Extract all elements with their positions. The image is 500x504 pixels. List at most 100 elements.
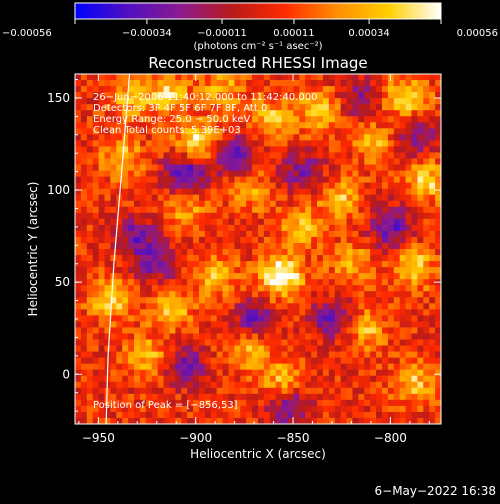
- heatmap-cell: [317, 249, 324, 256]
- heatmap-cell: [128, 285, 135, 292]
- heatmap-cell: [128, 152, 135, 159]
- heatmap-cell: [269, 158, 277, 165]
- heatmap-cell: [222, 146, 229, 153]
- heatmap-cell: [405, 279, 412, 286]
- heatmap-cell: [240, 285, 247, 292]
- heatmap-cell: [293, 200, 300, 208]
- heatmap-cell: [116, 74, 123, 81]
- heatmap-cell: [376, 206, 383, 214]
- heatmap-cell: [263, 393, 271, 401]
- heatmap-cell: [116, 98, 123, 105]
- heatmap-cell: [86, 279, 94, 286]
- heatmap-cell: [187, 255, 194, 262]
- heatmap-cell: [175, 80, 182, 87]
- heatmap-cell: [187, 333, 194, 340]
- heatmap-cell: [405, 170, 412, 177]
- heatmap-cell: [86, 291, 94, 298]
- heatmap-cell: [293, 128, 300, 135]
- heatmap-cell: [175, 315, 182, 322]
- heatmap-cell: [417, 399, 424, 407]
- heatmap-cell: [222, 285, 229, 292]
- heatmap-cell: [328, 363, 336, 371]
- heatmap-cell: [346, 140, 353, 147]
- heatmap-cell: [104, 104, 111, 111]
- heatmap-cell: [352, 357, 359, 365]
- heatmap-cell: [210, 309, 218, 316]
- heatmap-cell: [210, 405, 218, 413]
- heatmap-cell: [376, 194, 383, 202]
- heatmap-cell: [240, 158, 247, 165]
- heatmap-cell: [275, 146, 283, 153]
- heatmap-cell: [311, 315, 318, 322]
- heatmap-cell: [399, 152, 406, 159]
- heatmap-cell: [75, 285, 82, 292]
- heatmap-cell: [435, 303, 441, 310]
- heatmap-cell: [193, 128, 200, 135]
- heatmap-cell: [169, 176, 176, 184]
- heatmap-cell: [299, 273, 306, 280]
- heatmap-cell: [204, 206, 212, 214]
- heatmap-cell: [399, 351, 406, 359]
- heatmap-cell: [110, 140, 117, 147]
- heatmap-cell: [364, 188, 371, 196]
- heatmap-cell: [364, 182, 371, 190]
- heatmap-cell: [228, 242, 235, 250]
- heatmap-cell: [198, 74, 206, 81]
- heatmap-cell: [334, 345, 342, 352]
- heatmap-cell: [317, 261, 324, 268]
- heatmap-cell: [399, 255, 406, 262]
- heatmap-cell: [269, 194, 277, 202]
- heatmap-cell: [346, 387, 353, 395]
- heatmap-cell: [86, 375, 94, 383]
- heatmap-cell: [163, 381, 170, 389]
- heatmap-cell: [423, 411, 430, 419]
- heatmap-cell: [405, 405, 412, 413]
- heatmap-cell: [352, 86, 359, 93]
- heatmap-cell: [364, 375, 371, 383]
- heatmap-cell: [299, 291, 306, 298]
- heatmap-cell: [376, 411, 383, 419]
- heatmap-cell: [246, 98, 253, 105]
- heatmap-cell: [346, 230, 353, 238]
- heatmap-cell: [417, 381, 424, 389]
- heatmap-cell: [399, 170, 406, 177]
- heatmap-cell: [169, 411, 176, 419]
- heatmap-cell: [334, 194, 342, 202]
- info-line-counts: Clean Total counts: 5.39E+03: [93, 125, 241, 136]
- heatmap-cell: [352, 158, 359, 165]
- heatmap-cell: [376, 267, 383, 274]
- heatmap-cell: [110, 194, 117, 202]
- heatmap-cell: [423, 285, 430, 292]
- heatmap-cell: [210, 122, 218, 129]
- heatmap-cell: [269, 212, 277, 220]
- heatmap-cell: [423, 212, 430, 220]
- heatmap-cell: [423, 327, 430, 334]
- heatmap-cell: [252, 333, 259, 340]
- heatmap-cell: [98, 291, 105, 298]
- heatmap-cell: [269, 393, 277, 401]
- heatmap-cell: [157, 339, 164, 346]
- heatmap-cell: [381, 176, 389, 184]
- heatmap-cell: [139, 188, 147, 196]
- heatmap-cell: [311, 110, 318, 117]
- heatmap-cell: [128, 242, 135, 250]
- heatmap-cell: [346, 333, 353, 340]
- heatmap-cell: [322, 188, 330, 196]
- heatmap-cell: [293, 110, 300, 117]
- heatmap-cell: [216, 303, 223, 310]
- heatmap-cell: [269, 230, 277, 238]
- heatmap-cell: [429, 393, 436, 401]
- heatmap-cell: [376, 92, 383, 99]
- heatmap-cell: [311, 188, 318, 196]
- heatmap-cell: [429, 303, 436, 310]
- heatmap-cell: [116, 387, 123, 395]
- heatmap-cell: [334, 236, 342, 244]
- heatmap-cell: [411, 176, 418, 184]
- heatmap-cell: [128, 176, 135, 184]
- heatmap-cell: [275, 333, 283, 340]
- heatmap-cell: [435, 146, 441, 153]
- heatmap-cell: [86, 297, 94, 304]
- heatmap-cell: [328, 309, 336, 316]
- heatmap-cell: [169, 321, 176, 328]
- heatmap-cell: [435, 381, 441, 389]
